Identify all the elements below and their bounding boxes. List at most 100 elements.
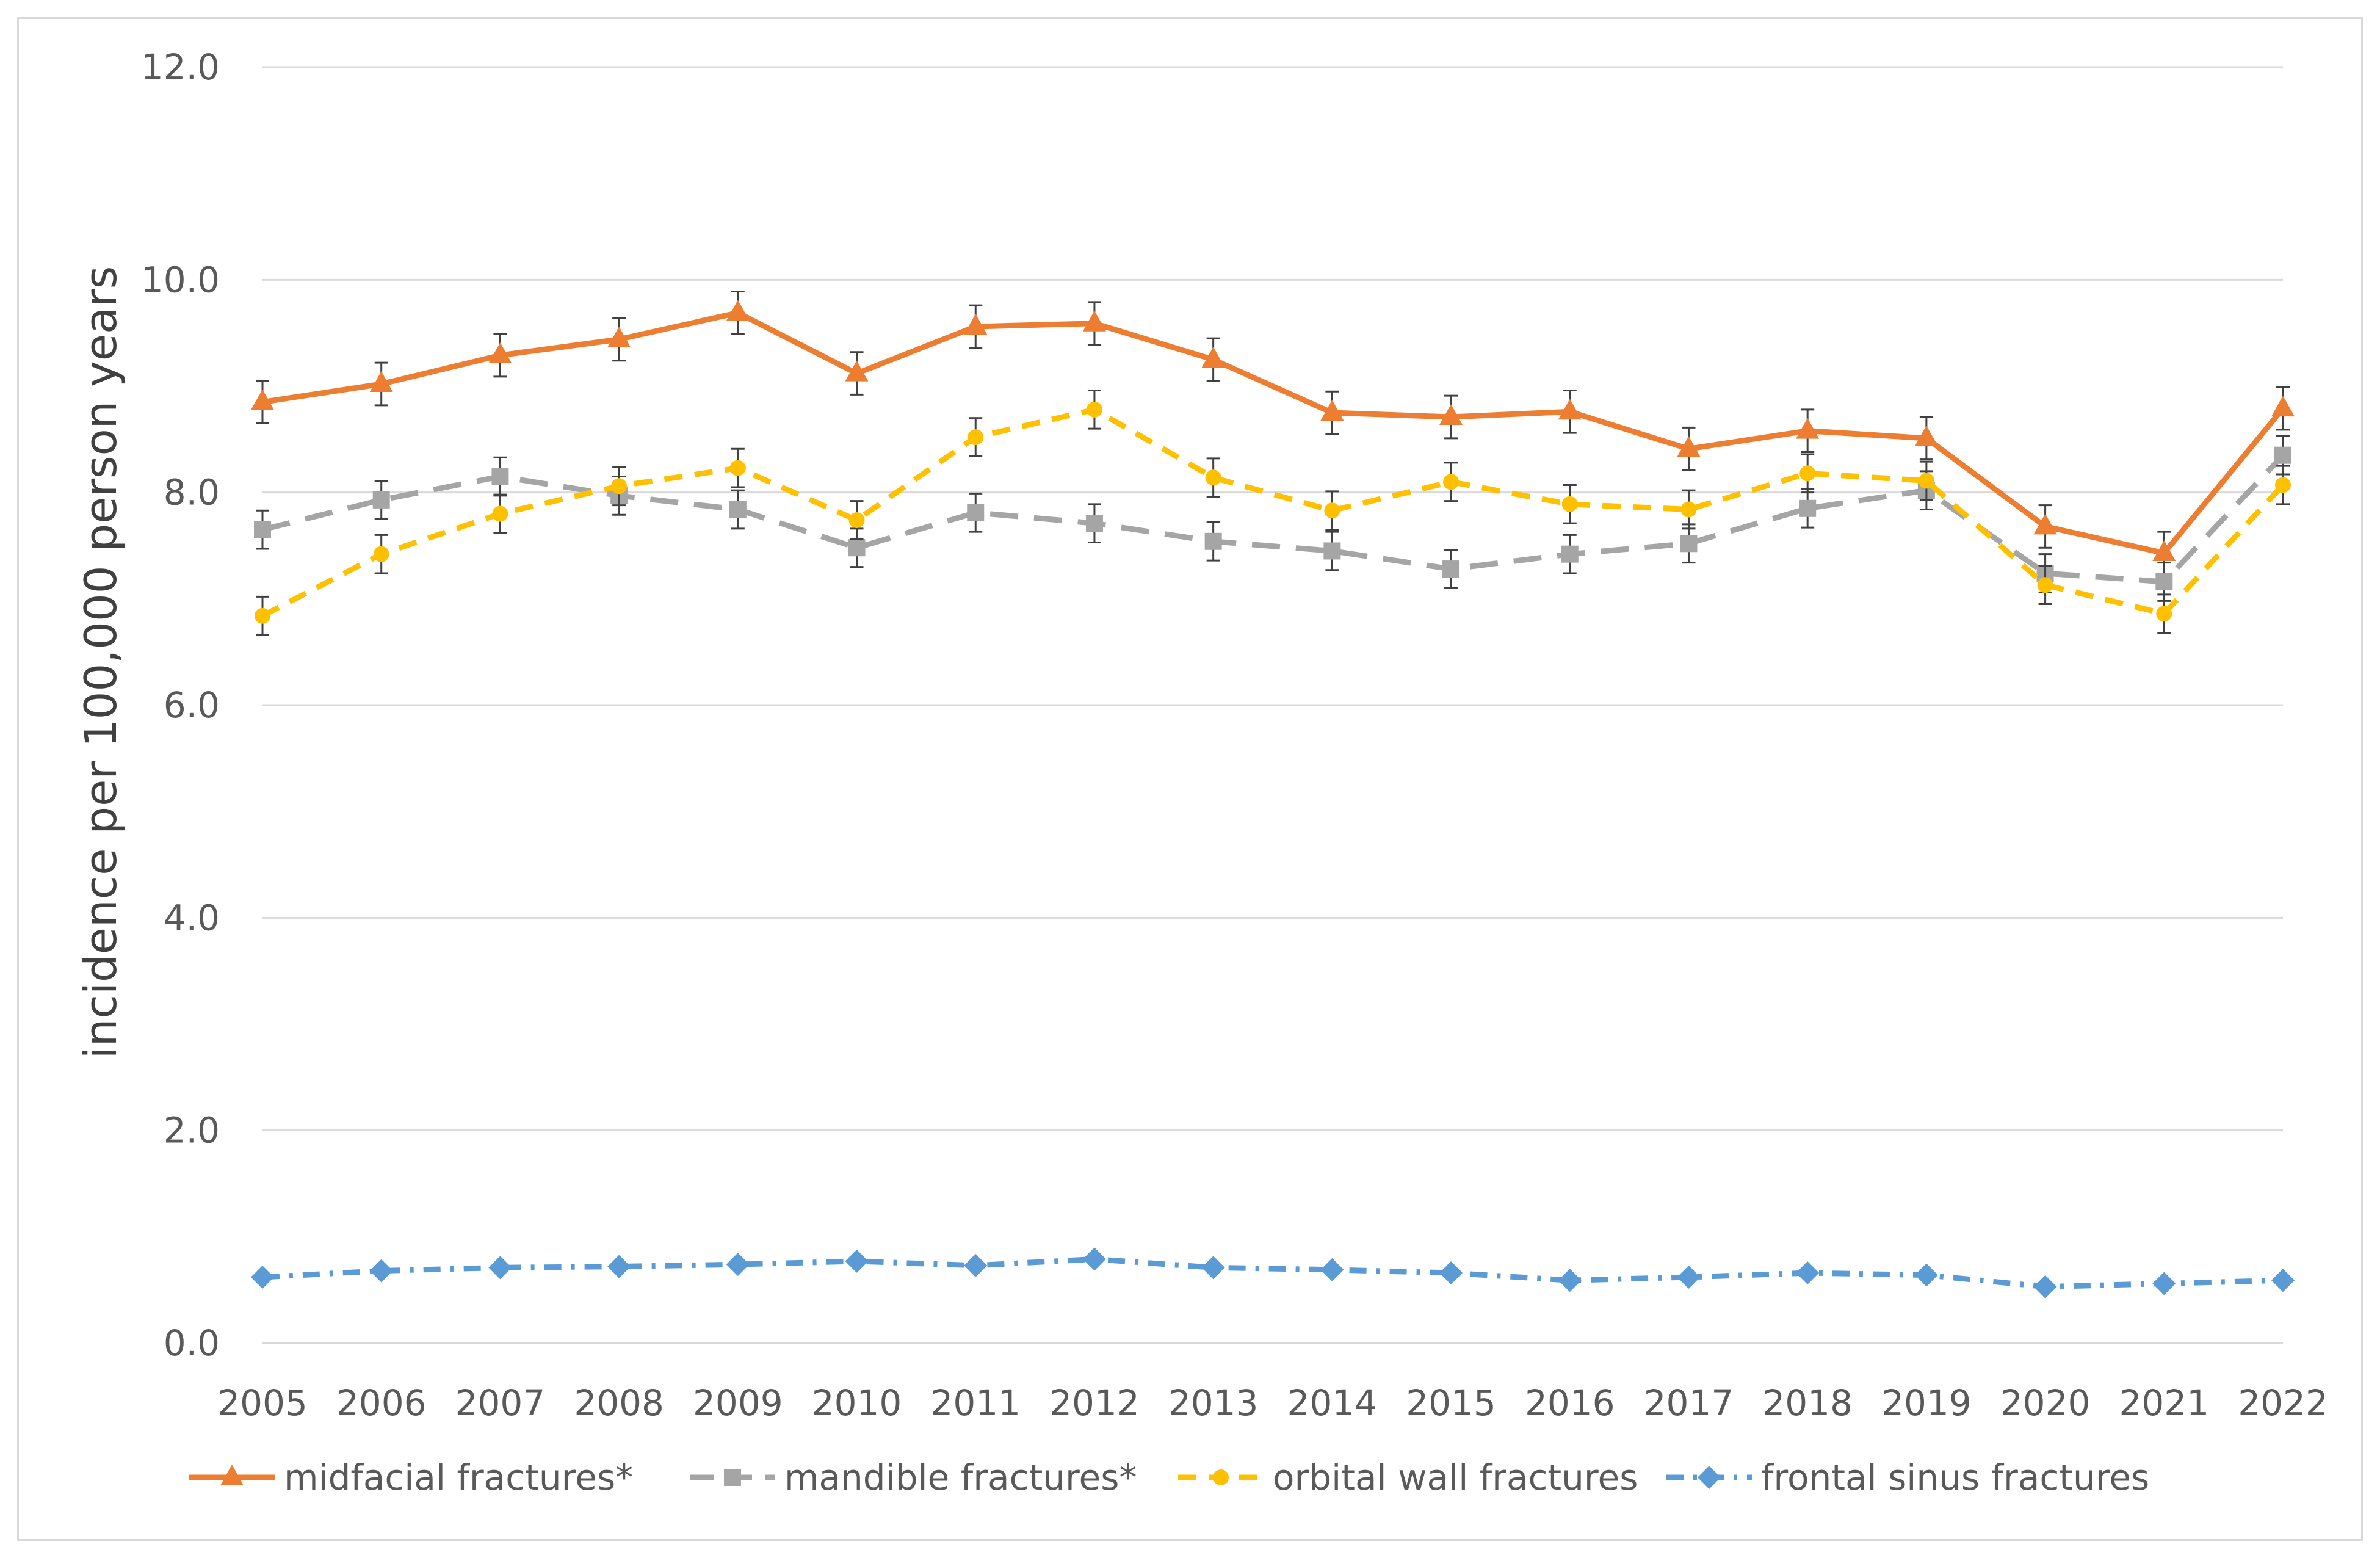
series-orbital-wall-fractures [255, 389, 2291, 636]
data-point [968, 429, 984, 446]
x-tick-label: 2017 [1644, 1382, 1734, 1424]
data-point [1320, 400, 1344, 421]
data-point [1086, 401, 1102, 418]
data-point [967, 504, 985, 521]
data-point [2274, 446, 2291, 464]
data-point [964, 1253, 988, 1277]
x-tick-label: 2016 [1525, 1382, 1615, 1424]
data-point [2271, 396, 2295, 417]
data-point [1085, 515, 1103, 532]
data-point [369, 1259, 393, 1283]
data-point [1204, 532, 1222, 550]
legend: midfacial fractures* mandible fractures* o… [189, 1457, 2149, 1498]
data-point [1442, 560, 1460, 578]
data-point [1680, 535, 1698, 553]
data-point [2275, 477, 2291, 493]
data-point [1558, 399, 1582, 420]
data-point [488, 1256, 512, 1280]
y-tick-label: 12.0 [141, 46, 220, 88]
x-tick-label: 2014 [1287, 1382, 1378, 1424]
x-tick-label: 2011 [930, 1382, 1021, 1424]
series-frontal-sinus-fractures [251, 1247, 2295, 1299]
series-line [261, 407, 2285, 618]
y-tick-label: 6.0 [164, 684, 220, 726]
data-point [1796, 1261, 1820, 1285]
data-point [1914, 425, 1938, 446]
y-axis-ticks: 0.0 2.0 4.0 6.0 8.0 10.0 12.0 [141, 46, 220, 1364]
data-point [1320, 1258, 1344, 1281]
data-point [488, 342, 512, 363]
data-point [726, 300, 750, 321]
y-tick-label: 10.0 [141, 259, 220, 300]
data-point [1324, 502, 1340, 519]
series-line [262, 310, 2285, 556]
legend-entry: mandible fractures* [690, 1457, 1137, 1498]
data-point [1439, 1261, 1463, 1285]
legend-label: mandible fractures* [784, 1457, 1137, 1498]
data-point [1082, 1247, 1106, 1271]
data-point [251, 389, 274, 410]
x-tick-label: 2013 [1168, 1382, 1259, 1424]
data-point [845, 360, 869, 382]
x-tick-label: 2007 [455, 1382, 546, 1424]
legend-entry: frontal sinus fractures [1666, 1457, 2149, 1498]
y-axis-title: incidence per 100,000 person years [75, 266, 126, 1059]
x-tick-label: 2021 [2119, 1382, 2209, 1424]
x-tick-label: 2019 [1881, 1382, 1972, 1424]
data-point [607, 1255, 631, 1278]
data-point [254, 521, 271, 538]
x-tick-label: 2018 [1762, 1382, 1853, 1424]
data-point [611, 478, 628, 495]
x-tick-label: 2008 [574, 1382, 664, 1424]
data-point [1201, 346, 1225, 368]
legend-marker [1698, 1466, 1721, 1489]
x-tick-label: 2020 [2000, 1382, 2091, 1424]
y-tick-label: 8.0 [164, 472, 220, 513]
data-point [1201, 1256, 1225, 1280]
data-point [1558, 1269, 1582, 1292]
data-point [1677, 436, 1701, 457]
data-point [729, 460, 746, 476]
data-point [2033, 1275, 2057, 1299]
series-mandible-fractures [254, 435, 2291, 602]
data-point [964, 313, 988, 335]
data-point [373, 546, 389, 562]
series-layer [251, 290, 2295, 1299]
legend-label: frontal sinus fractures [1761, 1457, 2149, 1498]
data-point [2037, 577, 2053, 593]
data-point [848, 512, 865, 528]
data-point [726, 1253, 750, 1277]
data-point [848, 539, 866, 557]
data-point [2155, 573, 2173, 590]
data-point [1082, 310, 1106, 332]
data-point [1680, 501, 1697, 518]
series-line [262, 1256, 2284, 1290]
data-point [2152, 540, 2176, 561]
data-point [251, 1266, 274, 1289]
y-tick-label: 2.0 [164, 1110, 220, 1151]
x-tick-label: 2009 [693, 1382, 783, 1424]
data-point [1796, 418, 1820, 439]
legend-label: midfacial fractures* [284, 1457, 633, 1498]
data-point [255, 607, 270, 624]
data-point [1918, 473, 1934, 489]
y-tick-label: 4.0 [164, 897, 220, 938]
data-point [729, 501, 747, 518]
data-point [491, 468, 509, 485]
data-point [2033, 513, 2057, 535]
data-point [845, 1249, 869, 1273]
data-point [2271, 1269, 2295, 1292]
data-point [607, 326, 631, 347]
legend-entry: midfacial fractures* [189, 1457, 633, 1498]
data-point [1561, 545, 1579, 563]
legend-marker [220, 1465, 244, 1485]
legend-marker [1213, 1469, 1229, 1485]
data-point [1443, 474, 1459, 490]
data-point [1914, 1263, 1938, 1287]
data-point [1799, 499, 1817, 517]
legend-label: orbital wall fractures [1273, 1457, 1638, 1498]
data-point [1323, 542, 1341, 560]
data-point [1561, 496, 1578, 512]
data-point [372, 491, 390, 509]
